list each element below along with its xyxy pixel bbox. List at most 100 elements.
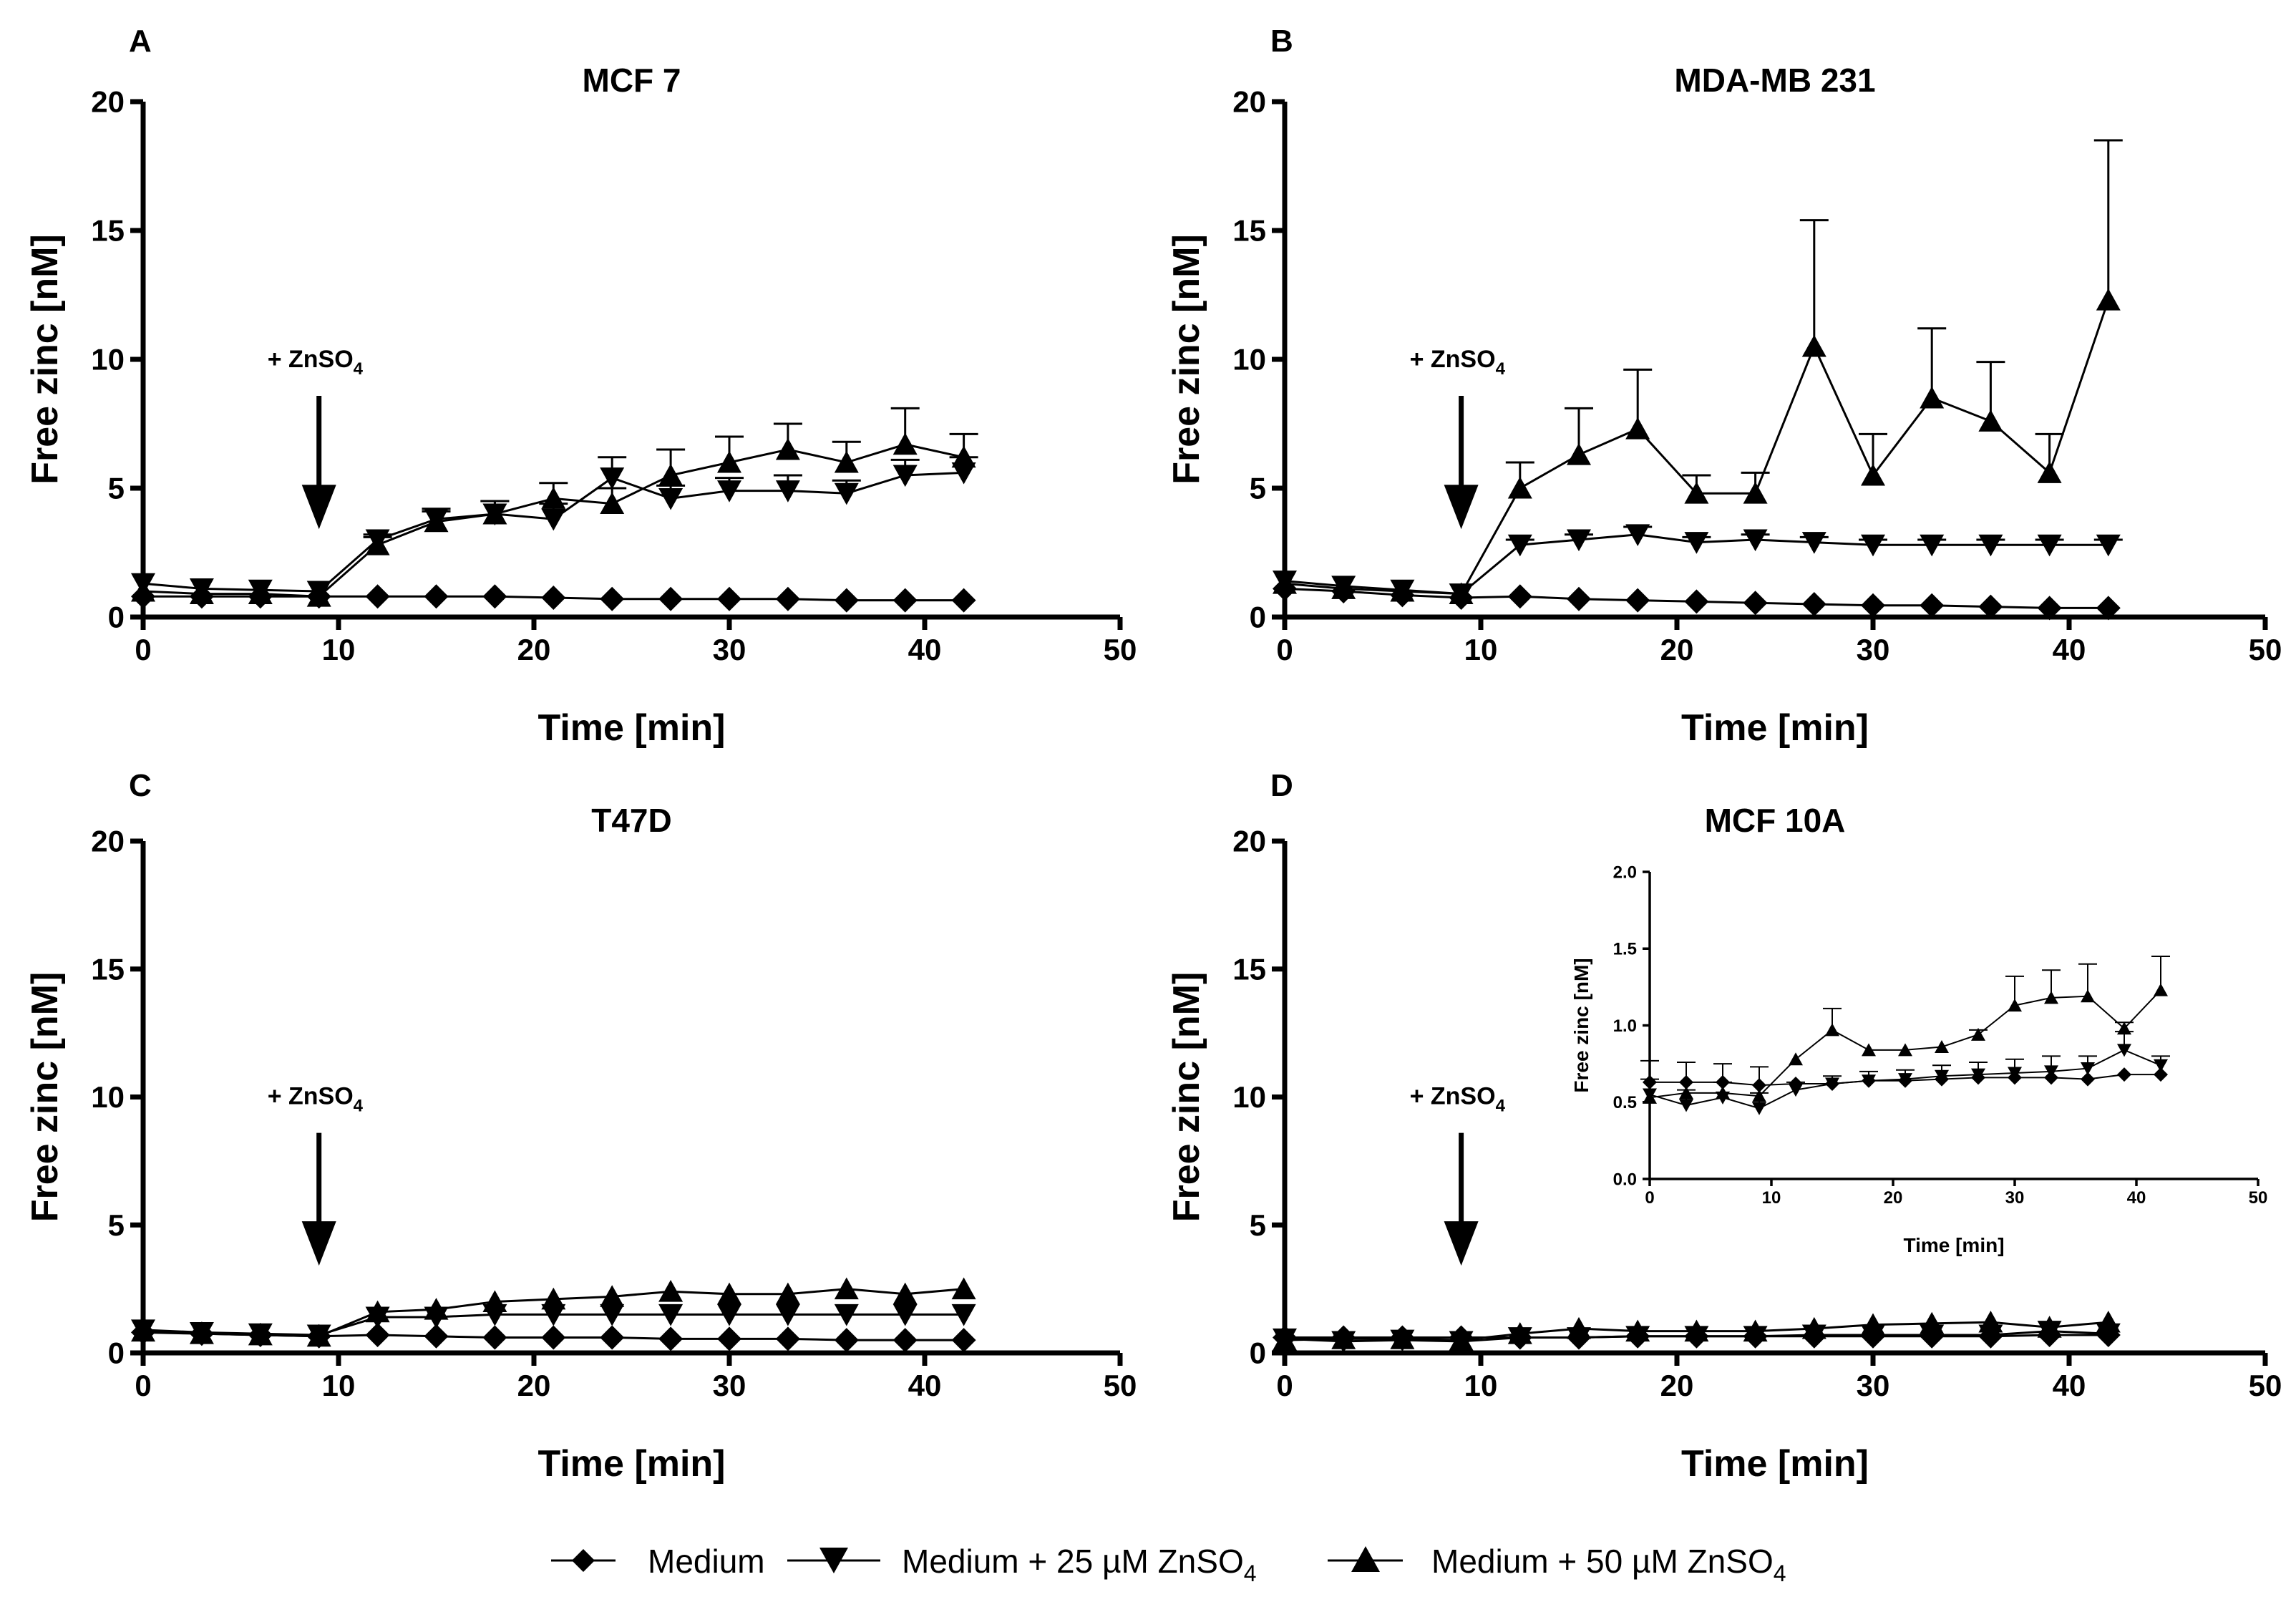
panel-c-title: T47D: [591, 802, 671, 839]
panel-a-series-medium-50-m-znso4-point: [131, 579, 155, 602]
panel-a-series-medium-50-m-znso4-point: [482, 502, 507, 525]
panel-a-series-medium-50-m-znso4-point: [658, 463, 684, 486]
panel-d-inset-series-medium-25-m-znso4-point: [1752, 1102, 1766, 1115]
panel-b-x-tick-label: 10: [1464, 633, 1498, 666]
panel-c-series-medium-point: [717, 1326, 741, 1351]
panel-c-y-tick-label: 20: [91, 825, 125, 858]
panel-c-y-tick-label: 15: [91, 952, 125, 986]
panel-d-letter: D: [1270, 768, 1293, 803]
panel-a-series-medium-50-m-znso4-point: [600, 492, 625, 515]
panel-c-series-medium-25-m-znso4-point: [951, 1304, 976, 1326]
panel-c-series-medium-50-m-znso4-point: [365, 1300, 390, 1323]
panel-c-series-medium-25-m-znso4-point: [834, 1304, 859, 1326]
panel-d-inset-x-tick-label: 20: [1884, 1188, 1903, 1208]
panel-d-inset-series-medium-25-m-znso4-point: [2008, 1067, 2022, 1080]
panel-d-inset-series-medium-point: [1752, 1078, 1766, 1093]
panel-c-series-medium-point: [775, 1326, 800, 1351]
panel-c-series-medium-50-m-znso4-point: [248, 1323, 273, 1346]
panel-b-series-medium-50-m-znso4-point: [1331, 577, 1356, 599]
panel-b-series-medium-25-m-znso4-point: [2037, 534, 2062, 557]
panel-c-y-axis-label: Free zinc [nM]: [24, 972, 66, 1223]
panel-c: C T47D 0 5 10 15 20 0 10 20 30 40 50 Time [min] Free z…: [24, 768, 1137, 1485]
panel-d-inset-y-tick-label: 0.5: [1613, 1093, 1637, 1112]
panel-b-series-medium-50-m-znso4-point: [2037, 461, 2062, 483]
panel-d-title: MCF 10A: [1705, 802, 1846, 839]
panel-b-title: MDA-MB 231: [1674, 62, 1875, 99]
legend-label-medium: Medium: [648, 1543, 765, 1580]
panel-c-series-medium-point: [541, 1325, 566, 1350]
panel-d-y-tick-label: 0: [1250, 1336, 1266, 1370]
panel-c-series-medium-point: [600, 1325, 625, 1350]
panel-c-series-medium-25-m-znso4-point: [658, 1304, 684, 1326]
panel-b-series-medium-point: [1625, 588, 1650, 613]
panel-a-series-medium-point: [717, 586, 741, 611]
panel-d-inset-y-tick-label: 2.0: [1613, 863, 1637, 882]
panel-b-y-axis-label: Free zinc [nM]: [1166, 234, 1207, 485]
panel-d-series-medium-50-m-znso4-point: [1861, 1313, 1885, 1336]
panel-a-series-medium-50-m-znso4-point: [306, 585, 331, 607]
panel-c-series-medium-25-m-znso4-point: [541, 1304, 566, 1326]
panel-b-x-axis-label: Time [min]: [1681, 707, 1869, 749]
panel-c-series-medium-50-m-znso4-point: [189, 1322, 214, 1344]
panel-a-series-medium-25-m-znso4-point: [834, 482, 859, 505]
panel-c-x-tick-label: 50: [1104, 1369, 1137, 1402]
panel-d-inset-series-medium-25-m-znso4-point: [1971, 1068, 1985, 1082]
panel-d-x-axis-label: Time [min]: [1681, 1443, 1869, 1485]
panel-d-series-medium-50-m-znso4-point: [1331, 1327, 1356, 1349]
panel-b-y-tick-label: 0: [1250, 601, 1266, 634]
panel-d-series-medium-50-m-znso4-point: [2037, 1316, 2062, 1338]
panel-c-series-medium-50-m-znso4-point: [892, 1282, 918, 1305]
panel-a-x-tick-label: 0: [135, 633, 151, 666]
panel-d-inset-x-axis-label: Time [min]: [1903, 1234, 2004, 1256]
panel-d-inset-series-medium-50-m-znso4-point: [2008, 999, 2022, 1012]
panel-b-series-medium-point: [1743, 591, 1768, 616]
legend-label-50-subscript: 4: [1774, 1560, 1786, 1586]
panel-d-x-tick-label: 30: [1857, 1369, 1890, 1402]
panel-d-zinc-addition-arrow-head: [1444, 1221, 1479, 1266]
panel-b-y-tick-label: 5: [1250, 472, 1266, 505]
panel-d-inset-series-medium-25-m-znso4-point: [1898, 1073, 1912, 1087]
panel-b-zinc-addition-arrow-head: [1444, 485, 1479, 530]
panel-d-inset-series-medium-50-m-znso4-point: [1789, 1052, 1803, 1066]
panel-a-series-medium-50-m-znso4-point: [365, 533, 390, 555]
panel-b-x-tick-label: 0: [1276, 633, 1293, 666]
panel-d-x-tick-label: 40: [2053, 1369, 2086, 1402]
panel-b-series-medium-point: [1507, 584, 1532, 609]
panel-b-series-medium-point: [1861, 593, 1885, 618]
panel-d-inset-series-medium-point: [2081, 1072, 2095, 1087]
panel-a-series-medium-25-m-znso4-point: [951, 462, 976, 485]
panel-d-zinc-addition-label-text: + ZnSO: [1410, 1083, 1496, 1110]
panel-c-series-medium-point: [482, 1325, 507, 1350]
panel-a-series-medium-point: [892, 588, 918, 613]
panel-c-series-medium-point: [892, 1328, 918, 1353]
panel-b-series-medium-50-m-znso4-point: [1743, 482, 1768, 504]
panel-a-series-medium-point: [600, 586, 625, 611]
panel-c-x-tick-label: 30: [713, 1369, 746, 1402]
panel-b-series-medium-50-m-znso4-point: [1390, 579, 1415, 602]
panel-a-zinc-addition-label-text: + ZnSO: [268, 346, 354, 373]
panel-a-letter: A: [129, 24, 152, 59]
panel-c-series-medium-50-m-znso4-point: [775, 1282, 800, 1305]
legend-label-25: Medium + 25 µM ZnSO4: [902, 1543, 1257, 1586]
panel-a-y-axis-label: Free zinc [nM]: [24, 234, 66, 485]
panel-b-series-medium-point: [1684, 589, 1709, 614]
panel-d-inset-y-axis-label: Free zinc [nM]: [1570, 958, 1592, 1092]
panel-c-series-medium-50-m-znso4-point: [834, 1277, 859, 1300]
panel-a-series-medium: [131, 584, 976, 613]
panel-d-series-medium-50-m-znso4-point: [1507, 1322, 1532, 1344]
panel-c-x-tick-label: 20: [517, 1369, 551, 1402]
panel-d-inset-series-medium-50-m-znso4-point: [1643, 1090, 1657, 1104]
panel-d-inset-series-medium-25-m-znso4-point: [1789, 1084, 1803, 1097]
panel-d-inset-series-medium-25-m-znso4-point: [1825, 1077, 1839, 1091]
panel-a-series-medium-point: [951, 588, 976, 613]
panel-d-y-tick-label: 15: [1232, 952, 1266, 986]
panel-c-series-medium-point: [424, 1324, 449, 1349]
panel-a-series-medium-25-m-znso4-point: [541, 508, 566, 531]
panel-d-series-medium-50-m-znso4-point: [1978, 1310, 2003, 1333]
panel-b-series-medium-25-m-znso4-point: [1861, 534, 1885, 557]
panel-b-series-medium-25-m-znso4-point: [1567, 529, 1591, 552]
panel-a-series-medium-50-m-znso4-point: [424, 510, 449, 533]
panel-b-series-medium-50-m-znso4-point: [1978, 409, 2003, 432]
panel-b-series-medium-point: [1801, 592, 1826, 616]
